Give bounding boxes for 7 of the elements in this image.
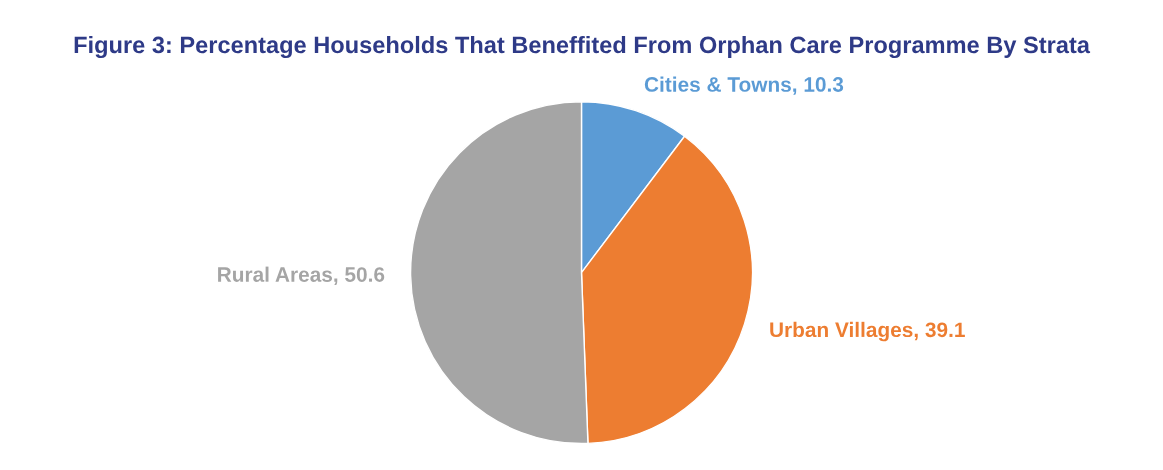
slice-label: Urban Villages — [770, 321, 913, 342]
slice-label: Rural Areas — [218, 266, 333, 282]
data-label: , 39.1 — [914, 322, 965, 341]
chart-title: Figure 3: Percentage Households That Beneffited From Orphan Care Programme By Strata — [74, 35, 1091, 59]
data-label: , 10.3 — [793, 77, 844, 95]
data-label: , 50.6 — [334, 267, 385, 285]
slice-label: Cities & Towns — [644, 76, 791, 92]
